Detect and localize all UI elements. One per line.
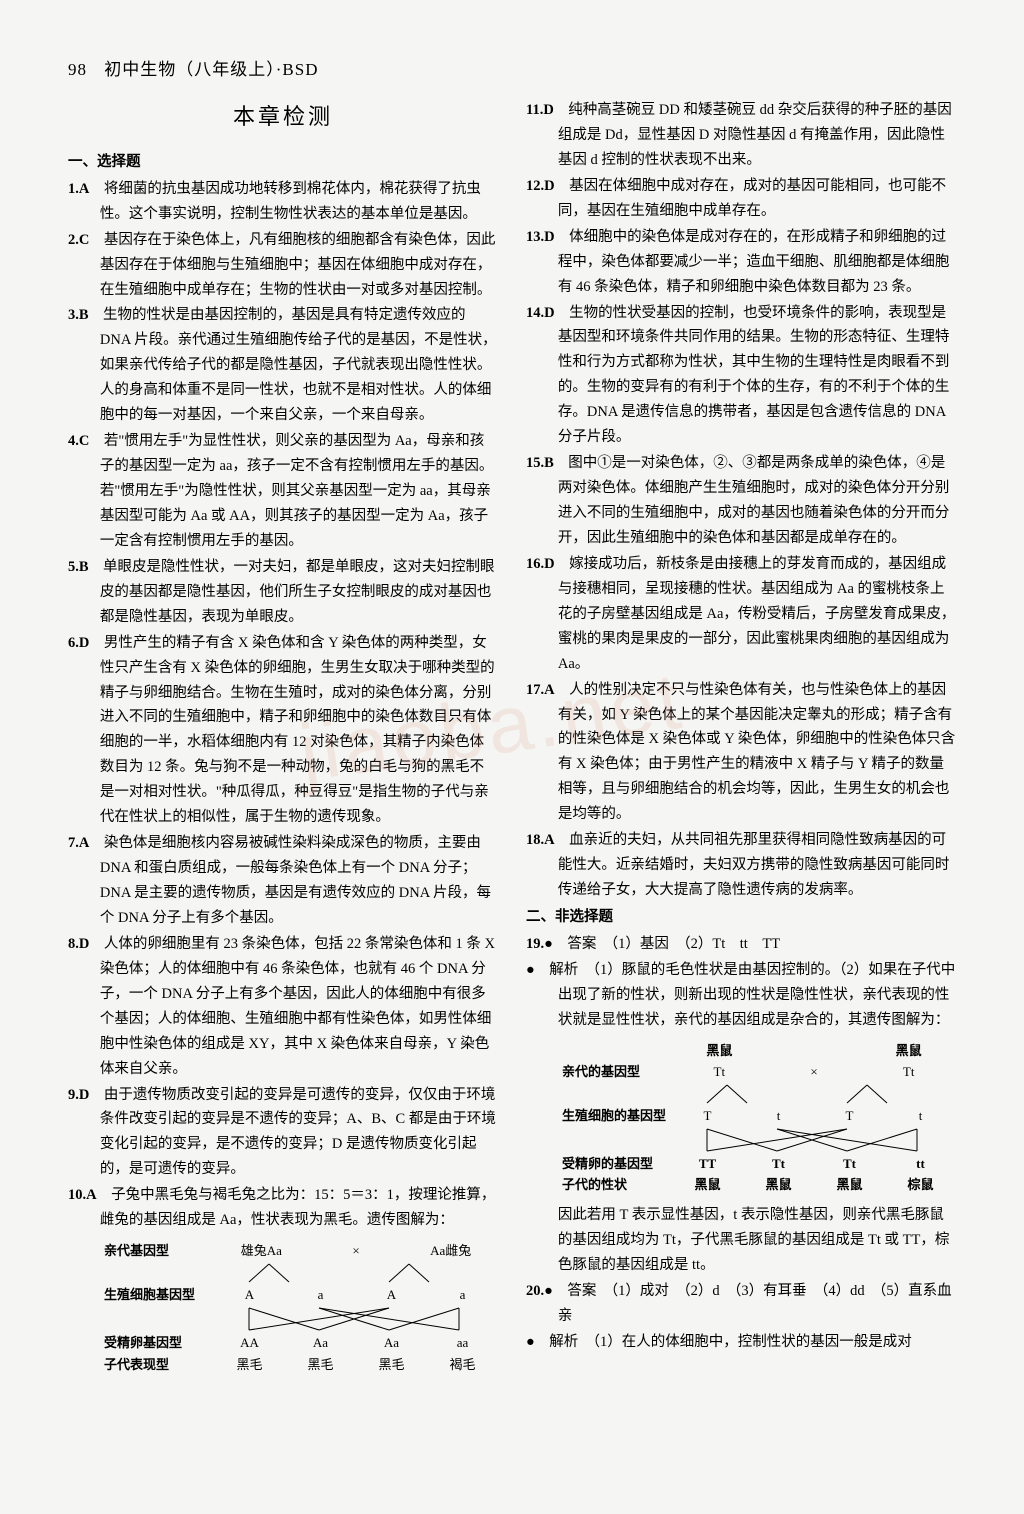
book-title: 初中生物（八年级上）·BSD: [104, 60, 318, 79]
left-column: 本章检测 一、选择题 1.A 将细菌的抗虫基因成功地转移到棉花体内，棉花获得了抗…: [68, 98, 498, 1383]
subheading-2: 二、非选择题: [526, 905, 956, 930]
page-header: 98 初中生物（八年级上）·BSD: [68, 55, 956, 80]
answer-2: 2.C 基因存在于染色体上，凡有细胞核的细胞都含有染色体，因此基因存在于体细胞与…: [68, 228, 498, 303]
answer-17: 17.A 人的性别决定不只与性染色体有关，也与性染色体上的基因有关，如 Y 染色…: [526, 678, 956, 828]
cross-lines-icon: [214, 1306, 484, 1332]
answer-5: 5.B 单眼皮是隐性性状，一对夫妇，都是单眼皮，这对夫妇控制眼皮的基因都是隐性基…: [68, 555, 498, 630]
answer-19c: 因此若用 T 表示显性基因，t 表示隐性基因，则亲代黑毛豚鼠的基因组成均为 Tt…: [526, 1203, 956, 1278]
answer-1: 1.A 将细菌的抗虫基因成功地转移到棉花体内，棉花获得了抗虫性。这个事实说明，控…: [68, 177, 498, 227]
answer-3: 3.B 生物的性状是由基因控制的，基因是具有特定遗传效应的 DNA 片段。亲代通…: [68, 303, 498, 428]
right-column: 11.D 纯种高茎碗豆 DD 和矮茎碗豆 dd 杂交后获得的种子胚的基因组成是 …: [526, 98, 956, 1383]
answer-15: 15.B 图中①是一对染色体，②、③都是两条成单的染色体，④是两对染色体。体细胞…: [526, 451, 956, 551]
content-area: 本章检测 一、选择题 1.A 将细菌的抗虫基因成功地转移到棉花体内，棉花获得了抗…: [68, 98, 956, 1383]
answer-12: 12.D 基因在体细胞中成对存在，成对的基因可能相同，也可能不同，基因在生殖细胞…: [526, 174, 956, 224]
answer-14: 14.D 生物的性状受基因的控制，也受环境条件的影响，表现型是基因型和环境条件共…: [526, 301, 956, 451]
cross-lines-icon: [672, 1083, 942, 1105]
inheritance-diagram-2: 黑鼠黑鼠 亲代的基因型Tt×Tt 生殖细胞的基因型TtTt 受精卵的基因型TTT…: [562, 1041, 956, 1196]
answer-10: 10.A 子兔中黑毛兔与褐毛兔之比为：15：5＝3：1，按理论推算，雌兔的基因组…: [68, 1183, 498, 1233]
answer-8: 8.D 人体的卵细胞里有 23 条染色体，包括 22 条常染色体和 1 条 X …: [68, 932, 498, 1082]
answer-4: 4.C 若"惯用左手"为显性性状，则父亲的基因型为 Aa，母亲和孩子的基因型一定…: [68, 429, 498, 554]
answer-13: 13.D 体细胞中的染色体是成对存在的，在形成精子和卵细胞的过程中，染色体都要减…: [526, 225, 956, 300]
page-number: 98: [68, 60, 87, 80]
answer-20a: 20.● 答案 （1）成对 （2）d （3）有耳垂 （4）dd （5）直系血亲: [526, 1279, 956, 1329]
answer-20b: ● 解析 （1）在人的体细胞中，控制性状的基因一般是成对: [526, 1330, 956, 1355]
answer-9: 9.D 由于遗传物质改变引起的变异是可遗传的变异，仅仅由于环境条件改变引起的变异…: [68, 1083, 498, 1183]
inheritance-diagram-1: 亲代基因型雄兔Aa×Aa雌兔 生殖细胞基因型AaAa 受精卵基因型AAAaAaa…: [104, 1241, 498, 1375]
answer-19a: 19.● 答案 （1）基因 （2）Tt tt TT: [526, 932, 956, 957]
subheading-1: 一、选择题: [68, 150, 498, 175]
answer-16: 16.D 嫁接成功后，新枝条是由接穗上的芽发育而成的，基因组成与接穗相同，呈现接…: [526, 552, 956, 677]
cross-lines-icon: [214, 1262, 484, 1284]
answer-6: 6.D 男性产生的精子有含 X 染色体和含 Y 染色体的两种类型，女性只产生含有…: [68, 631, 498, 831]
answer-18: 18.A 血亲近的夫妇，从共同祖先那里获得相同隐性致病基因的可能性大。近亲结婚时…: [526, 828, 956, 903]
cross-lines-icon: [672, 1127, 942, 1153]
section-title: 本章检测: [68, 98, 498, 136]
answer-11: 11.D 纯种高茎碗豆 DD 和矮茎碗豆 dd 杂交后获得的种子胚的基因组成是 …: [526, 98, 956, 173]
answer-7: 7.A 染色体是细胞核内容易被碱性染料染成深色的物质，主要由 DNA 和蛋白质组…: [68, 831, 498, 931]
answer-19b: ● 解析 （1）豚鼠的毛色性状是由基因控制的。（2）如果在子代中出现了新的性状，…: [526, 958, 956, 1033]
